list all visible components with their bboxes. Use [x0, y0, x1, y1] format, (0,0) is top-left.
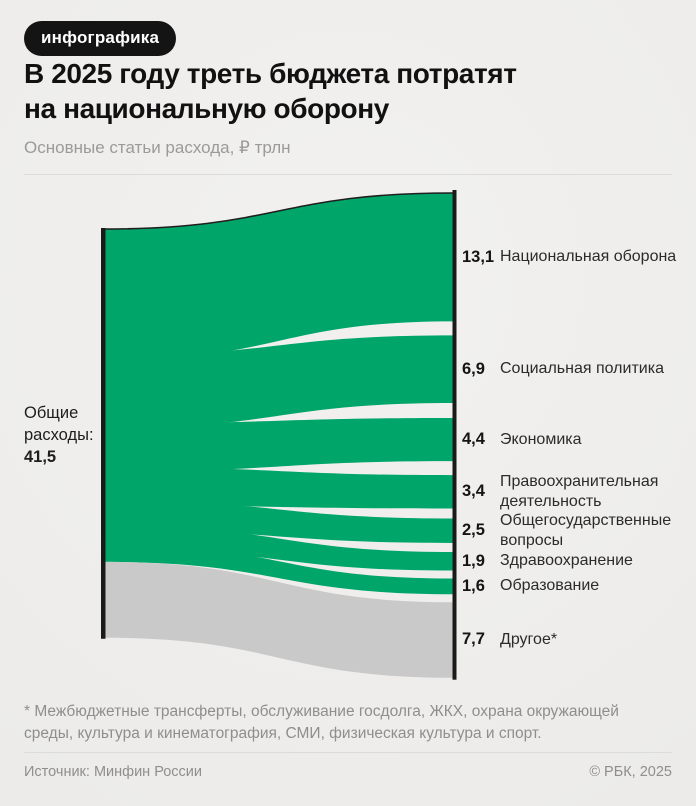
target-bar	[452, 190, 457, 680]
flow-ribbon-1	[104, 193, 453, 361]
flow-value: 1,6	[462, 576, 485, 595]
flow-label-row-6: 1,9 Здравоохранение	[462, 551, 696, 571]
flow-label-row-1: 13,1 Национальная оборона	[462, 247, 696, 267]
flow-value: 1,9	[462, 551, 485, 570]
flow-ribbon-4	[104, 466, 453, 509]
flow-value: 2,5	[462, 521, 485, 540]
flow-label-row-4: 3,4 Правоохранительная деятельность	[462, 472, 696, 512]
flow-name: Правоохранительная деятельность	[500, 472, 659, 510]
flow-value: 4,4	[462, 430, 485, 449]
header-divider	[24, 174, 672, 175]
chart-subtitle: Основные статьи расхода, ₽ трлн	[24, 138, 291, 157]
flow-value: 7,7	[462, 630, 485, 649]
flow-ribbon-6	[104, 524, 453, 571]
footer: Источник: Минфин России © РБК, 2025	[24, 764, 672, 780]
flow-value: 3,4	[462, 482, 485, 501]
source-bar	[101, 228, 106, 639]
flow-value: 6,9	[462, 359, 485, 378]
flow-name: Образование	[500, 577, 600, 595]
flow-label-row-2: 6,9 Социальная политика	[462, 359, 696, 379]
source-credit: Источник: Минфин России	[24, 764, 203, 780]
total-expenses-caption: Общие расходы:	[24, 404, 94, 444]
flow-name: Экономика	[500, 430, 582, 448]
footer-divider	[24, 752, 672, 753]
flow-name: Национальная оборона	[500, 248, 677, 266]
flow-name: Другое*	[500, 630, 558, 648]
page-title: В 2025 году треть бюджета потратят на на…	[24, 58, 517, 124]
flow-label-row-3: 4,4 Экономика	[462, 430, 696, 450]
flow-label-row-7: 1,6 Образование	[462, 576, 696, 596]
flow-ribbon-7	[104, 543, 453, 595]
flow-ribbon-3	[104, 418, 453, 472]
total-expenses-value: 41,5	[24, 448, 57, 466]
flow-ribbon-2	[104, 335, 453, 429]
flow-name: Здравоохранение	[500, 552, 633, 570]
flow-label-row-8: 7,7 Другое*	[462, 630, 696, 650]
flow-value: 13,1	[462, 247, 495, 266]
flow-label-row-5: 2,5 Общегосударственные вопросы	[462, 511, 696, 551]
copyright: © РБК, 2025	[589, 764, 672, 780]
footnote: * Межбюджетные трансферты, обслуживание …	[24, 703, 619, 742]
flow-name: Общегосударственные вопросы	[500, 511, 672, 549]
flow-ribbon-8	[104, 561, 453, 678]
flow-ribbon-5	[104, 500, 453, 543]
infographic-badge: инфографика	[24, 21, 177, 56]
total-expenses-label: Общие расходы: 41,5	[24, 402, 96, 468]
flow-top-outline	[103, 192, 454, 230]
flow-name: Социальная политика	[500, 360, 664, 378]
